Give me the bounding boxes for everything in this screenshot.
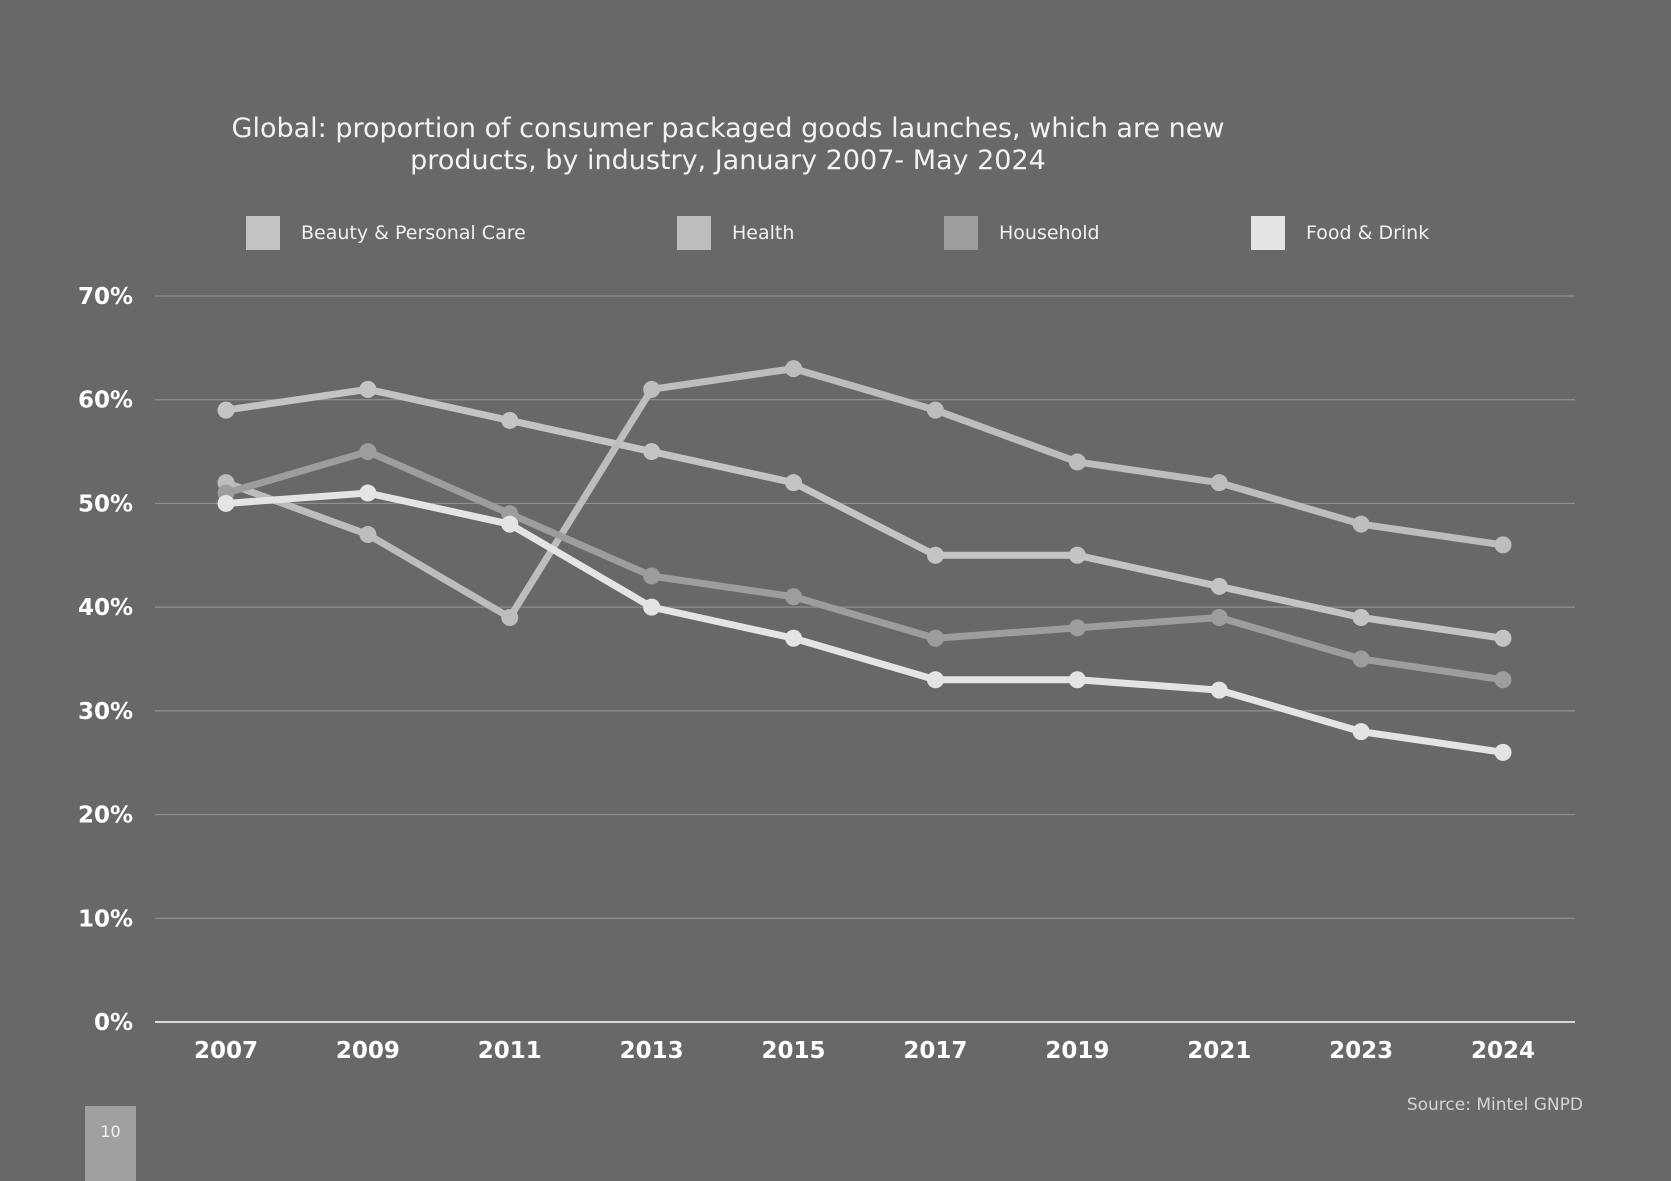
data-point [1494, 629, 1512, 647]
data-point [359, 526, 377, 544]
data-point [1068, 671, 1086, 689]
data-point [785, 360, 803, 378]
series-line [222, 365, 1507, 622]
page-number-tab: 10 [85, 1106, 136, 1181]
y-tick-label: 60% [78, 388, 133, 414]
x-tick-label: 2013 [620, 1038, 684, 1064]
data-point [785, 588, 803, 606]
data-point [359, 443, 377, 461]
series-health [217, 360, 1512, 627]
data-point [1352, 723, 1370, 741]
data-point [359, 484, 377, 502]
gridlines [155, 295, 1575, 1023]
data-point [1494, 671, 1512, 689]
data-point [1068, 546, 1086, 564]
data-point [1352, 515, 1370, 533]
series-layer [217, 360, 1512, 761]
y-tick-label: 50% [78, 491, 133, 517]
legend-item: Household [944, 216, 1100, 250]
legend-label: Health [732, 222, 794, 244]
legend-swatch [944, 216, 978, 250]
x-tick-label: 2009 [336, 1038, 400, 1064]
chart-title-line-1: Global: proportion of consumer packaged … [232, 113, 1225, 144]
data-point [1210, 577, 1228, 595]
x-tick-label: 2024 [1471, 1038, 1535, 1064]
data-point [501, 411, 519, 429]
legend-label: Household [999, 222, 1100, 244]
data-point [501, 609, 519, 627]
data-point [1210, 474, 1228, 492]
data-point [785, 629, 803, 647]
data-point [1352, 609, 1370, 627]
data-point [643, 380, 661, 398]
data-point [1068, 453, 1086, 471]
y-tick-label: 70% [78, 284, 133, 310]
data-point [1068, 619, 1086, 637]
data-point [926, 629, 944, 647]
x-tick-label: 2019 [1045, 1038, 1109, 1064]
series-line [222, 448, 1507, 684]
x-tick-label: 2017 [903, 1038, 967, 1064]
data-point [1494, 536, 1512, 554]
series-line [222, 489, 1507, 756]
data-point [1210, 681, 1228, 699]
x-tick-label: 2023 [1329, 1038, 1393, 1064]
x-tick-label: 2011 [478, 1038, 542, 1064]
legend: Beauty & Personal Care Health Household Foo… [246, 216, 1429, 250]
data-point [643, 443, 661, 461]
x-tick-label: 2021 [1187, 1038, 1251, 1064]
page-number: 10 [100, 1122, 121, 1141]
data-point [643, 598, 661, 616]
data-point [785, 474, 803, 492]
y-tick-label: 10% [78, 906, 133, 932]
data-point [1494, 743, 1512, 761]
y-axis: 0% 10% 20% 30% 40% 50% 60% 70% [78, 284, 133, 1036]
data-point [643, 567, 661, 585]
y-tick-label: 30% [78, 699, 133, 725]
data-point [926, 671, 944, 689]
data-point [926, 401, 944, 419]
legend-swatch [1251, 216, 1285, 250]
data-point [501, 515, 519, 533]
data-point [926, 546, 944, 564]
data-point [1352, 650, 1370, 668]
legend-label: Beauty & Personal Care [301, 222, 526, 244]
x-tick-label: 2015 [762, 1038, 826, 1064]
series-beauty-personal-care [217, 380, 1512, 647]
series-line [222, 385, 1507, 642]
y-tick-label: 0% [94, 1010, 133, 1036]
data-point [1210, 609, 1228, 627]
legend-item: Health [677, 216, 794, 250]
y-tick-label: 40% [78, 595, 133, 621]
chart-title-line-2: products, by industry, January 2007- May… [410, 145, 1046, 176]
series-food-drink [217, 484, 1512, 761]
legend-item: Food & Drink [1251, 216, 1429, 250]
legend-swatch [246, 216, 280, 250]
legend-item: Beauty & Personal Care [246, 216, 526, 250]
source-note: Source: Mintel GNPD [1407, 1095, 1583, 1115]
y-tick-label: 20% [78, 803, 133, 829]
legend-swatch [677, 216, 711, 250]
data-point [217, 401, 235, 419]
x-axis: 2007 2009 2011 2013 2015 2017 2019 2021 2023 2024 [194, 1038, 1535, 1064]
data-point [359, 380, 377, 398]
x-tick-label: 2007 [194, 1038, 258, 1064]
data-point [217, 494, 235, 512]
series-household [217, 443, 1512, 689]
legend-label: Food & Drink [1306, 222, 1429, 244]
